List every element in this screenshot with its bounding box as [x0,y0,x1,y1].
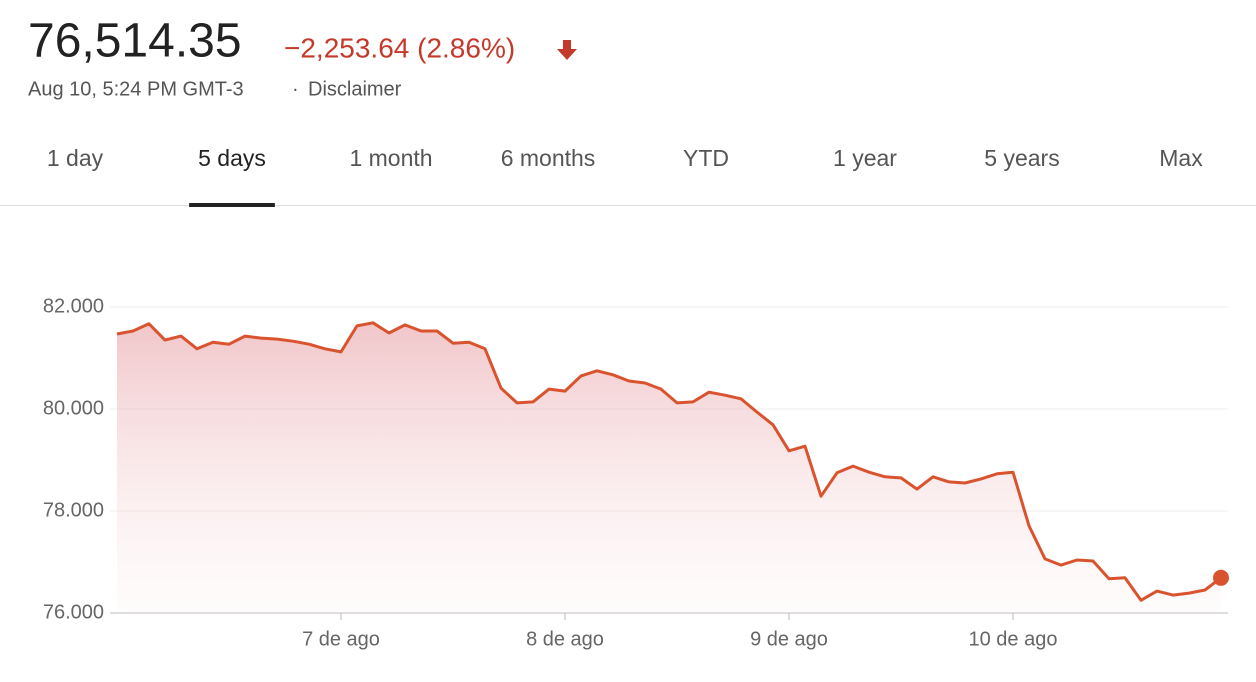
separator: · [292,78,299,100]
date: Aug 10, 5:24 PM GMT-3 [28,78,244,100]
y-tick-label: 82.000 [43,295,104,317]
down-arrow [557,40,577,60]
y-tick-label: 80.000 [43,397,104,419]
tab[interactable]: Max [1159,145,1203,171]
tab[interactable]: 1 year [833,145,897,171]
x-tick-label: 9 de ago [750,628,828,650]
area-fill [117,322,1221,613]
tab[interactable]: 6 months [501,145,596,171]
tab[interactable]: 5 days [198,145,266,171]
y-tick-label: 78.000 [43,499,104,521]
disclaimer[interactable]: Disclaimer [308,78,402,100]
change: −2,253.64 (2.86%) [284,32,515,63]
x-tick-label: 7 de ago [302,628,380,650]
x-tick-label: 10 de ago [969,628,1058,650]
tab[interactable]: 1 day [47,145,104,171]
y-tick-label: 76.000 [43,601,104,623]
x-tick-label: 8 de ago [526,628,604,650]
tab[interactable]: YTD [683,145,729,171]
tab-underline [189,203,275,207]
price-line [116,321,1222,602]
price: 76,514.35 [28,15,242,68]
last-point [1213,569,1229,586]
tab[interactable]: 5 years [984,145,1059,171]
tab[interactable]: 1 month [349,145,432,171]
